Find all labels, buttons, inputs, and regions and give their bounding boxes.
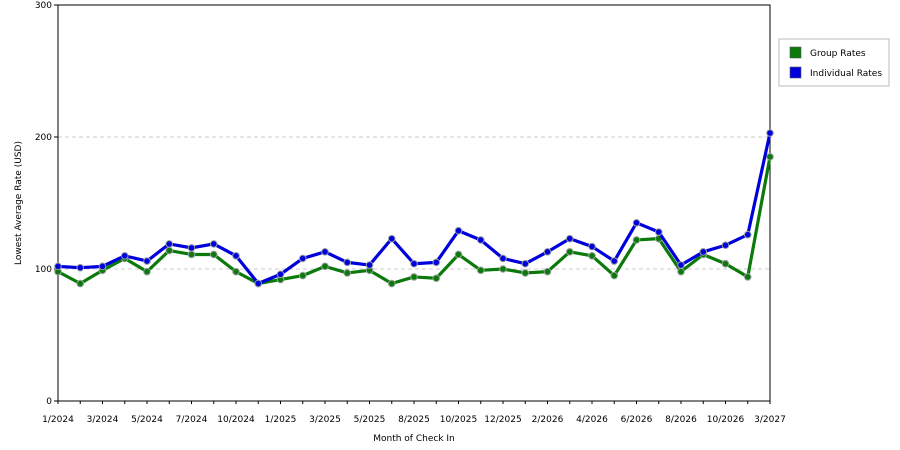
data-point xyxy=(521,259,530,268)
data-point xyxy=(298,271,307,280)
x-tick-label: 7/2024 xyxy=(176,415,208,425)
data-point xyxy=(543,248,552,256)
data-point xyxy=(387,234,396,243)
x-tick-label: 1/2025 xyxy=(265,415,297,425)
data-point xyxy=(499,265,507,273)
data-point xyxy=(743,273,752,281)
data-point xyxy=(254,279,263,288)
data-point xyxy=(632,236,641,244)
data-point xyxy=(454,226,463,235)
legend-swatch xyxy=(789,46,802,59)
data-point xyxy=(187,250,196,259)
data-point xyxy=(677,261,685,269)
data-point xyxy=(588,252,596,260)
x-tick-label: 5/2025 xyxy=(354,415,386,425)
data-point xyxy=(476,236,485,244)
x-tick-label: 10/2026 xyxy=(707,415,745,425)
x-tick-label: 2/2026 xyxy=(532,415,564,425)
data-point xyxy=(521,269,530,277)
data-point xyxy=(343,258,352,267)
y-tick-label: 300 xyxy=(35,1,52,11)
data-point xyxy=(98,262,107,271)
legend-swatch xyxy=(789,66,802,79)
data-point xyxy=(54,262,62,271)
data-point xyxy=(120,252,129,260)
x-tick-label: 10/2024 xyxy=(217,415,255,425)
data-point xyxy=(143,257,151,265)
data-point xyxy=(365,261,374,269)
data-point xyxy=(321,262,329,271)
x-tick-label: 8/2025 xyxy=(398,415,430,425)
data-point xyxy=(232,252,240,260)
data-point xyxy=(766,129,774,137)
data-point xyxy=(298,254,307,263)
x-tick-label: 4/2026 xyxy=(576,415,608,425)
x-tick-label: 3/2025 xyxy=(309,415,341,425)
data-point xyxy=(499,254,507,263)
data-point xyxy=(721,241,730,250)
data-point xyxy=(565,234,574,243)
data-point xyxy=(76,263,85,272)
data-point xyxy=(209,240,218,248)
legend-label: Individual Rates xyxy=(810,69,882,79)
data-point xyxy=(610,257,619,265)
plot-frame xyxy=(57,4,771,402)
data-point xyxy=(610,271,619,280)
data-point xyxy=(187,244,196,252)
data-point xyxy=(276,270,285,279)
data-point xyxy=(410,259,418,268)
y-tick-label: 100 xyxy=(35,265,52,275)
data-point xyxy=(321,248,329,256)
data-point xyxy=(677,267,685,276)
x-axis-title: Month of Check In xyxy=(373,434,455,444)
x-tick-label: 1/2024 xyxy=(42,415,74,425)
data-point xyxy=(165,246,174,255)
data-point xyxy=(76,279,85,288)
data-point xyxy=(143,267,151,276)
data-point xyxy=(432,258,441,267)
data-point xyxy=(165,240,174,248)
data-point xyxy=(565,248,574,256)
data-point xyxy=(699,248,708,256)
x-tick-label: 10/2025 xyxy=(440,415,477,425)
y-tick-label: 200 xyxy=(35,133,52,143)
data-point xyxy=(432,274,441,283)
data-point xyxy=(476,266,485,275)
data-point xyxy=(766,153,774,161)
data-point xyxy=(588,242,596,251)
data-point xyxy=(632,219,641,227)
y-tick-label: 0 xyxy=(46,397,52,407)
data-point xyxy=(454,250,463,259)
data-point xyxy=(654,228,663,236)
data-point xyxy=(232,267,240,276)
x-tick-label: 12/2025 xyxy=(484,415,521,425)
data-point xyxy=(209,250,218,259)
legend-label: Group Rates xyxy=(810,49,866,59)
data-point xyxy=(743,230,752,239)
x-tick-label: 8/2026 xyxy=(665,415,697,425)
y-axis-title: Lowest Average Rate (USD) xyxy=(14,141,24,265)
data-point xyxy=(410,273,418,281)
x-tick-label: 5/2024 xyxy=(131,415,163,425)
data-point xyxy=(721,259,730,268)
x-tick-label: 3/2027 xyxy=(754,415,786,425)
x-tick-label: 3/2024 xyxy=(87,415,119,425)
data-point xyxy=(343,269,352,277)
data-point xyxy=(543,267,552,276)
x-tick-label: 6/2026 xyxy=(621,415,653,425)
data-point xyxy=(387,279,396,288)
